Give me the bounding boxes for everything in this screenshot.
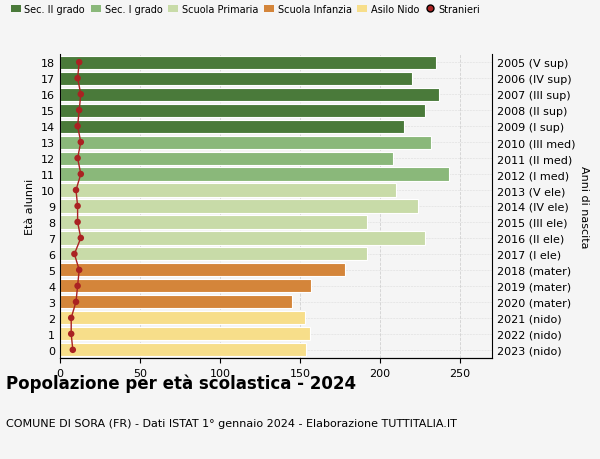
Bar	[60, 104, 425, 118]
Point	[74, 59, 84, 67]
Point	[67, 314, 76, 322]
Text: Popolazione per età scolastica - 2024: Popolazione per età scolastica - 2024	[6, 374, 356, 392]
Bar	[60, 200, 418, 213]
Bar	[60, 232, 425, 245]
Bar	[60, 248, 367, 261]
Point	[76, 91, 86, 99]
Legend: Sec. II grado, Sec. I grado, Scuola Primaria, Scuola Infanzia, Asilo Nido, Stran: Sec. II grado, Sec. I grado, Scuola Prim…	[11, 5, 481, 15]
Point	[73, 155, 82, 162]
Bar	[60, 56, 436, 70]
Point	[73, 219, 82, 226]
Point	[73, 283, 82, 290]
Text: COMUNE DI SORA (FR) - Dati ISTAT 1° gennaio 2024 - Elaborazione TUTTITALIA.IT: COMUNE DI SORA (FR) - Dati ISTAT 1° genn…	[6, 418, 457, 428]
Bar	[60, 296, 292, 309]
Point	[71, 298, 81, 306]
Bar	[60, 152, 393, 165]
Y-axis label: Età alunni: Età alunni	[25, 179, 35, 235]
Point	[71, 187, 81, 194]
Bar	[60, 136, 431, 149]
Bar	[60, 343, 307, 357]
Bar	[60, 89, 439, 101]
Bar	[60, 168, 449, 181]
Point	[73, 123, 82, 130]
Point	[76, 235, 86, 242]
Point	[74, 107, 84, 115]
Bar	[60, 312, 305, 325]
Bar	[60, 120, 404, 134]
Point	[68, 347, 77, 354]
Bar	[60, 328, 310, 341]
Point	[76, 139, 86, 146]
Bar	[60, 73, 412, 85]
Bar	[60, 184, 396, 197]
Bar	[60, 216, 367, 229]
Bar	[60, 280, 311, 293]
Point	[73, 75, 82, 83]
Point	[76, 171, 86, 179]
Point	[70, 251, 79, 258]
Point	[67, 330, 76, 338]
Bar	[60, 264, 345, 277]
Point	[74, 267, 84, 274]
Y-axis label: Anni di nascita: Anni di nascita	[579, 165, 589, 248]
Point	[73, 203, 82, 210]
